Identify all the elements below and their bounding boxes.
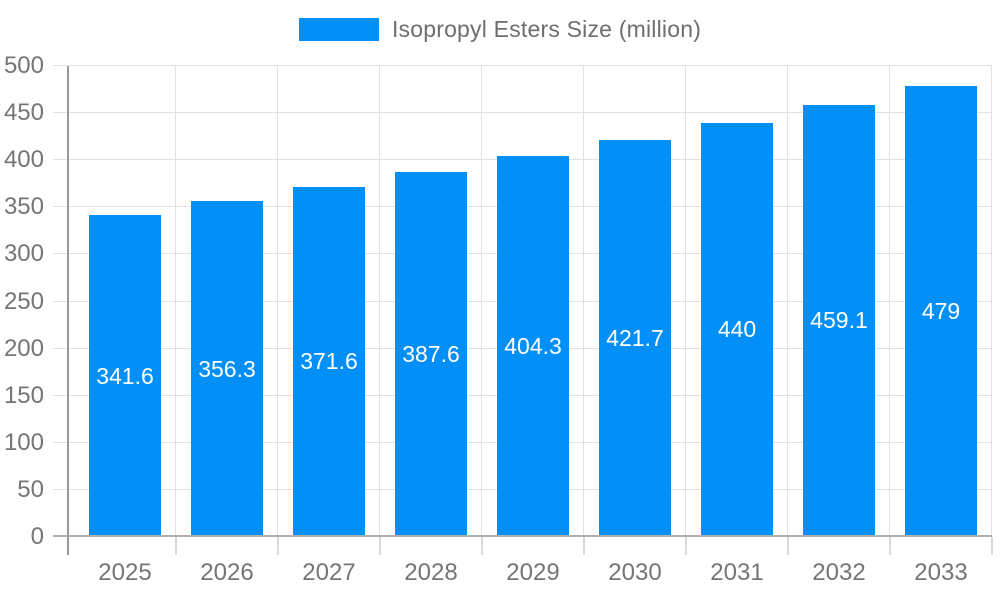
- bar-2029[interactable]: 404.3: [497, 156, 569, 537]
- bar-2030[interactable]: 421.7: [599, 139, 671, 537]
- x-tick-label: 2028: [404, 559, 458, 586]
- v-gridline: [787, 66, 788, 537]
- y-tick-label: 500: [3, 52, 44, 79]
- bar-value-label: 404.3: [504, 333, 562, 360]
- y-tick-label: 100: [3, 428, 44, 456]
- v-gridline: [991, 66, 992, 537]
- legend[interactable]: Isopropyl Esters Size (million): [0, 16, 1000, 43]
- v-gridline: [583, 66, 584, 537]
- bar-value-label: 479: [921, 297, 961, 324]
- y-tick-label: 450: [3, 99, 44, 127]
- bar-2027[interactable]: 371.6: [293, 186, 365, 537]
- bar-2033[interactable]: 479: [905, 85, 977, 537]
- x-tick-label: 2026: [200, 559, 254, 586]
- category-tick: [277, 537, 279, 555]
- category-tick: [889, 537, 891, 555]
- x-tick-label: 2033: [914, 559, 968, 586]
- x-axis-baseline: [53, 535, 992, 537]
- y-axis-line: [67, 66, 69, 555]
- v-gridline: [175, 66, 176, 537]
- v-gridline: [379, 66, 380, 537]
- bar-value-label: 440: [717, 316, 757, 343]
- bar-value-label: 371.6: [300, 348, 358, 375]
- x-tick-label: 2030: [608, 559, 662, 586]
- legend-swatch[interactable]: [298, 18, 379, 41]
- legend-label[interactable]: Isopropyl Esters Size (million): [391, 16, 702, 42]
- category-tick: [583, 537, 585, 555]
- x-tick-label: 2032: [812, 559, 866, 586]
- v-gridline: [277, 66, 278, 537]
- x-tick-label: 2031: [710, 559, 764, 586]
- y-tick-label: 300: [3, 240, 44, 268]
- y-tick-label: 150: [3, 381, 44, 409]
- x-tick-label: 2027: [302, 559, 356, 586]
- y-tick-label: 0: [30, 523, 44, 550]
- category-tick: [175, 537, 177, 555]
- y-tick-label: 250: [3, 287, 44, 315]
- bar-value-label: 421.7: [606, 324, 664, 351]
- y-tick-label: 400: [3, 146, 44, 174]
- bar-2028[interactable]: 387.6: [395, 171, 467, 537]
- bar-value-label: 387.6: [402, 340, 460, 367]
- v-gridline: [481, 66, 482, 537]
- category-tick: [481, 537, 483, 555]
- y-tick-label: 350: [3, 193, 44, 221]
- bar-2032[interactable]: 459.1: [803, 104, 875, 537]
- category-tick: [685, 537, 687, 555]
- category-tick: [787, 537, 789, 555]
- bar-2025[interactable]: 341.6: [89, 215, 161, 537]
- bar-value-label: 459.1: [810, 307, 868, 334]
- v-gridline: [685, 66, 686, 537]
- x-tick-label: 2025: [98, 559, 152, 586]
- bar-2031[interactable]: 440: [701, 122, 773, 537]
- x-tick-label: 2029: [506, 559, 560, 586]
- h-gridline: [53, 65, 992, 66]
- y-tick-label: 200: [3, 334, 44, 362]
- plot-area: 0 50 100 150 200 250 300 350 400 450 500 341.6 2025 3…: [4, 52, 993, 586]
- category-tick: [991, 537, 993, 555]
- bar-2026[interactable]: 356.3: [191, 201, 263, 537]
- bar-value-label: 341.6: [96, 362, 154, 389]
- category-tick: [379, 537, 381, 555]
- h-gridline: [53, 112, 992, 114]
- bar-value-label: 356.3: [198, 355, 256, 382]
- y-tick-label: 50: [17, 475, 44, 503]
- v-gridline: [889, 66, 890, 537]
